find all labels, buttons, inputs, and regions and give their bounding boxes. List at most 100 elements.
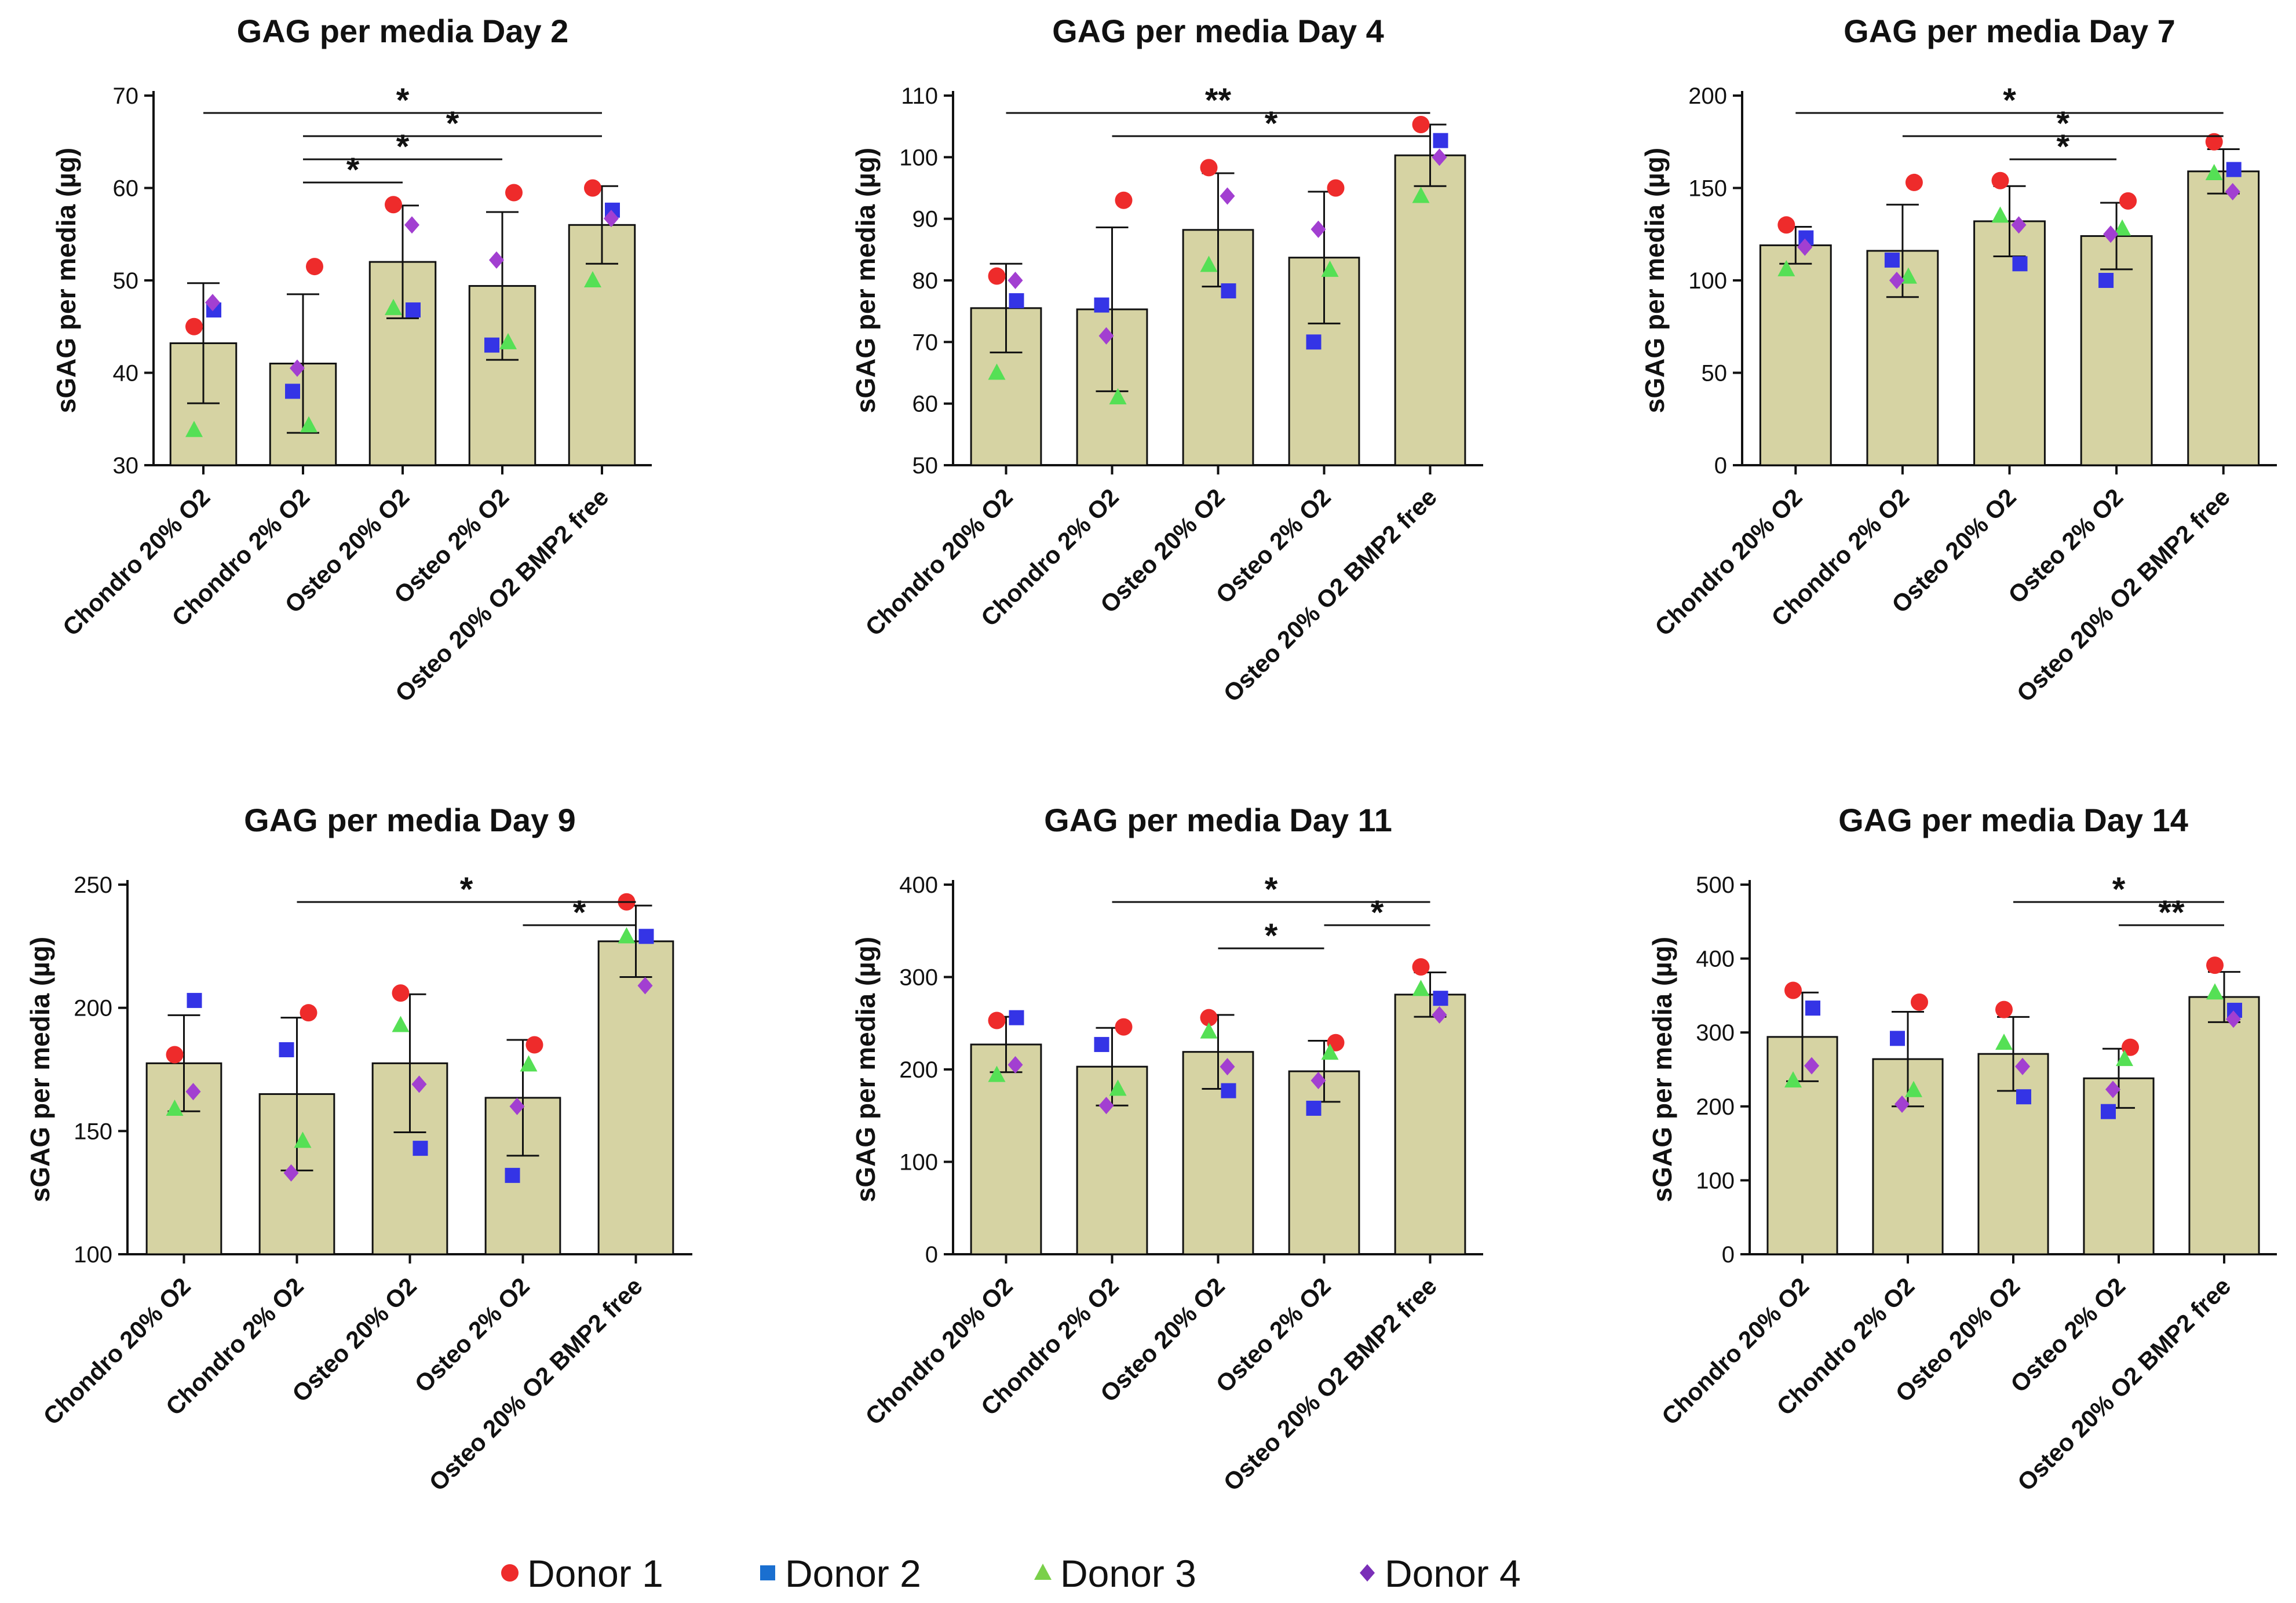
- y-tick-label: 200: [74, 996, 112, 1021]
- data-point: [1433, 991, 1448, 1006]
- y-tick-label: 80: [912, 268, 939, 294]
- data-point: [505, 184, 523, 202]
- y-tick-label: 40: [113, 361, 139, 386]
- data-point: [1221, 283, 1236, 299]
- data-point: [2205, 163, 2223, 180]
- y-tick-label: 500: [1696, 872, 1735, 898]
- y-tick-label: 300: [1696, 1020, 1735, 1046]
- data-point: [1220, 1058, 1235, 1076]
- y-tick-label: 150: [74, 1119, 112, 1144]
- data-point: [1200, 159, 1218, 177]
- significance-label: **: [2158, 894, 2185, 932]
- y-tick-label: 100: [899, 145, 938, 170]
- y-tick-label: 200: [1696, 1094, 1735, 1120]
- y-axis-label: sGAG per media (µg): [1647, 937, 1677, 1202]
- y-tick-label: 100: [899, 1150, 938, 1175]
- data-point: [1899, 267, 1917, 284]
- category-label: Osteo 20% O2 BMP2 free: [2012, 483, 2235, 707]
- category-label: Osteo 20% O2 BMP2 free: [1218, 483, 1441, 707]
- data-point: [1412, 187, 1430, 203]
- legend-marker: [760, 1565, 775, 1580]
- data-point: [185, 317, 203, 335]
- chart-title: GAG per media Day 7: [1844, 13, 2175, 49]
- data-point: [1008, 272, 1023, 289]
- chart-title: GAG per media Day 9: [244, 802, 576, 838]
- data-point: [1306, 334, 1322, 350]
- category-label: Osteo 20% O2 BMP2 free: [390, 483, 614, 707]
- data-point: [988, 363, 1006, 380]
- data-point: [185, 1083, 201, 1101]
- data-point: [1412, 115, 1430, 133]
- data-point: [1895, 1095, 1910, 1113]
- bar: [1394, 994, 1466, 1255]
- data-point: [1311, 220, 1326, 238]
- data-point: [1412, 958, 1430, 976]
- significance-label: **: [1205, 82, 1232, 119]
- y-tick-label: 0: [1722, 1242, 1735, 1268]
- data-point: [1804, 1057, 1819, 1075]
- data-point: [1433, 133, 1448, 148]
- chart-title: GAG per media Day 2: [237, 13, 569, 49]
- chart-panel: GAG per media Day 14 sGAG per media (µg) 0…: [1647, 802, 2277, 1496]
- y-tick-label: 70: [912, 330, 939, 355]
- data-point: [1321, 260, 1339, 277]
- y-axis-label: sGAG per media (µg): [850, 148, 881, 413]
- data-point: [1991, 206, 2009, 223]
- bar: [970, 1043, 1042, 1255]
- bar: [2187, 170, 2260, 466]
- legend-marker: [501, 1564, 519, 1582]
- data-point: [604, 210, 619, 228]
- data-point: [2226, 1010, 2241, 1028]
- y-axis-label: sGAG per media (µg): [850, 937, 881, 1202]
- data-point: [988, 267, 1006, 285]
- y-tick-label: 50: [113, 268, 139, 294]
- y-tick-label: 110: [901, 83, 938, 109]
- significance-label: *: [2057, 128, 2070, 166]
- data-point: [1777, 260, 1795, 276]
- y-tick-label: 400: [899, 872, 938, 898]
- data-point: [205, 294, 220, 312]
- y-tick-label: 50: [912, 453, 939, 479]
- data-point: [300, 1004, 317, 1022]
- data-point: [2205, 133, 2223, 151]
- data-point: [1200, 255, 1218, 272]
- data-point: [2225, 182, 2240, 200]
- data-point: [1321, 1043, 1339, 1060]
- data-point: [294, 1131, 312, 1148]
- data-point: [1109, 388, 1127, 405]
- data-point: [1905, 173, 1923, 191]
- y-tick-label: 300: [899, 965, 938, 991]
- data-point: [300, 416, 317, 433]
- y-tick-label: 30: [113, 453, 139, 479]
- data-point: [638, 929, 654, 944]
- significance-label: *: [1265, 917, 1278, 955]
- data-point: [2122, 1038, 2139, 1056]
- data-point: [1432, 148, 1447, 166]
- significance-label: *: [2112, 871, 2126, 908]
- data-point: [1098, 327, 1114, 345]
- data-point: [1327, 179, 1345, 197]
- legend-label: Donor 4: [1385, 1552, 1521, 1595]
- data-point: [166, 1100, 184, 1116]
- significance-label: *: [2057, 105, 2070, 143]
- data-point: [392, 1016, 410, 1032]
- data-point: [988, 1012, 1006, 1029]
- data-point: [1221, 1083, 1236, 1098]
- bar: [970, 307, 1042, 466]
- data-point: [1905, 1080, 1922, 1097]
- y-axis-label: sGAG per media (µg): [51, 148, 81, 413]
- legend-marker: [1034, 1564, 1052, 1580]
- data-point: [1911, 993, 1928, 1011]
- significance-label: *: [1265, 871, 1278, 908]
- y-tick-label: 400: [1696, 947, 1735, 972]
- y-tick-label: 60: [912, 392, 939, 417]
- data-point: [166, 1046, 184, 1064]
- data-point: [1777, 216, 1795, 234]
- y-tick-label: 0: [925, 1242, 938, 1268]
- data-point: [1200, 1022, 1218, 1039]
- data-point: [285, 384, 300, 399]
- data-point: [1412, 980, 1430, 996]
- data-point: [1797, 238, 1813, 256]
- category-label: Osteo 20% O2 BMP2 free: [2012, 1272, 2236, 1496]
